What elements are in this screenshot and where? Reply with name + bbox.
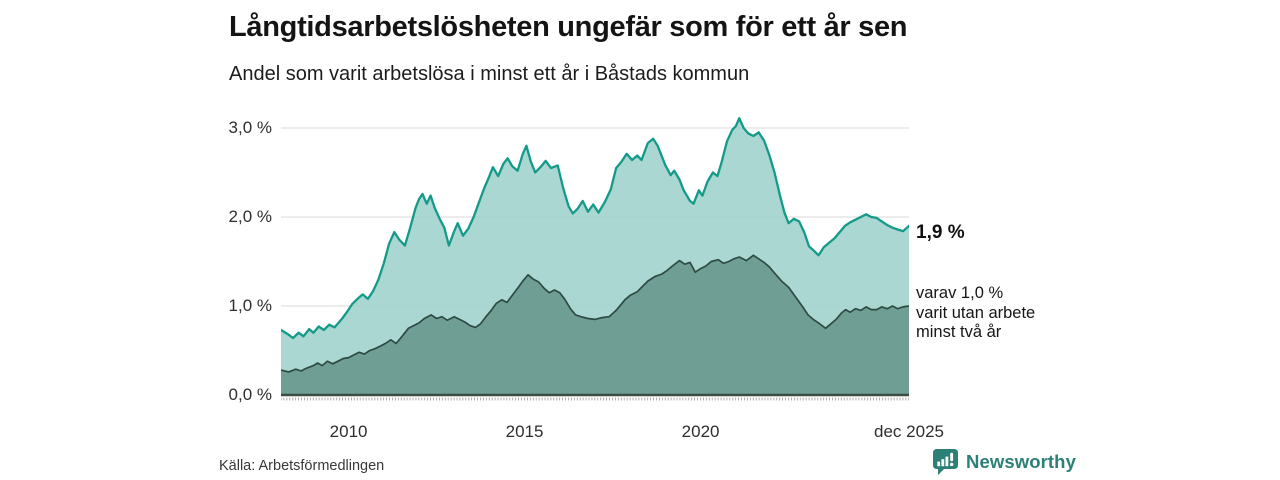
subset-series-area bbox=[281, 255, 909, 395]
y-axis-label: 1,0 % bbox=[228, 296, 272, 315]
source-note: Källa: Arbetsförmedlingen bbox=[219, 458, 385, 474]
area-chart-svg bbox=[281, 117, 909, 401]
end-value-label-subset-line1: varav 1,0 % bbox=[916, 284, 1004, 302]
x-axis-label: 2010 bbox=[329, 422, 368, 441]
chart-title: Långtidsarbetslösheten ungefär som för e… bbox=[229, 11, 908, 43]
newsworthy-logo: Newsworthy bbox=[932, 448, 1076, 476]
end-value-label-subset-line3: minst två år bbox=[916, 323, 1002, 341]
end-value-label-total: 1,9 % bbox=[916, 222, 965, 243]
y-axis-label: 3,0 % bbox=[228, 118, 272, 137]
y-axis-label: 0,0 % bbox=[228, 385, 272, 404]
x-axis-label: dec 2025 bbox=[874, 422, 944, 441]
total-series-line bbox=[281, 117, 909, 340]
x-axis-label: 2015 bbox=[505, 422, 544, 441]
subset-series-line bbox=[281, 254, 909, 373]
newsworthy-icon bbox=[933, 449, 958, 475]
chart-subtitle: Andel som varit arbetslösa i minst ett å… bbox=[229, 63, 750, 85]
x-axis-label: 2020 bbox=[681, 422, 720, 441]
y-axis-label: 2,0 % bbox=[228, 207, 272, 226]
end-value-label-subset-line2: varit utan arbete bbox=[916, 303, 1036, 322]
newsworthy-wordmark: Newsworthy bbox=[966, 451, 1076, 472]
end-value-label-subset: varav 1,0 % varit utan arbete minst två … bbox=[916, 284, 1035, 343]
plot-area bbox=[281, 108, 909, 410]
